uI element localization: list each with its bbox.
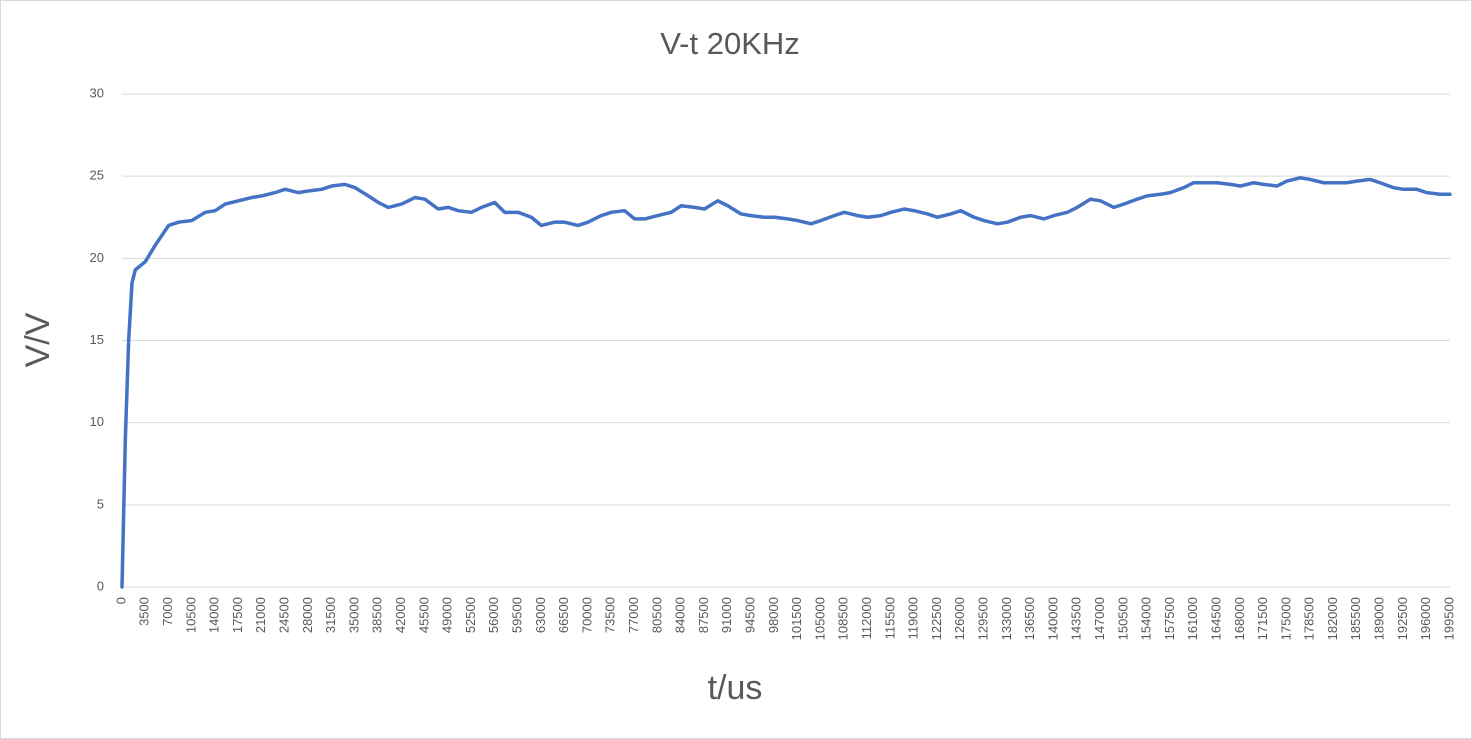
x-tick-label: 3500	[137, 597, 152, 626]
x-tick-label: 171500	[1255, 597, 1270, 640]
x-tick-label: 178500	[1302, 597, 1317, 640]
x-tick-label: 129500	[975, 597, 990, 640]
x-tick-label: 87500	[696, 597, 711, 633]
x-tick-label: 122500	[929, 597, 944, 640]
x-tick-label: 161000	[1185, 597, 1200, 640]
x-tick-label: 133000	[999, 597, 1014, 640]
x-tick-label: 35000	[346, 597, 361, 633]
x-tick-label: 59500	[510, 597, 525, 633]
data-line	[120, 176, 1452, 589]
x-tick-label: 150500	[1115, 597, 1130, 640]
x-tick-label: 56000	[486, 597, 501, 633]
y-tick-label: 30	[90, 85, 104, 100]
x-tick-label: 52500	[463, 597, 478, 633]
x-tick-label: 147000	[1092, 597, 1107, 640]
x-tick-label: 126000	[952, 597, 967, 640]
chart-title: V-t 20KHz	[660, 26, 800, 61]
x-tick-label: 112000	[859, 597, 874, 639]
y-tick-label: 5	[97, 496, 104, 511]
y-tick-label: 25	[90, 168, 104, 183]
x-tick-label: 63000	[533, 597, 548, 633]
x-tick-label: 98000	[766, 597, 781, 633]
y-tick-label: 15	[90, 332, 104, 347]
x-tick-label: 164500	[1208, 597, 1223, 640]
y-tick-label: 10	[90, 414, 104, 429]
y-tick-label: 20	[90, 250, 104, 265]
x-tick-label: 7000	[160, 597, 175, 626]
x-tick-label: 192500	[1395, 597, 1410, 640]
x-tick-label: 175000	[1278, 597, 1293, 640]
x-tick-label: 168000	[1232, 597, 1247, 640]
x-tick-label: 45500	[416, 597, 431, 633]
x-tick-label: 28000	[300, 597, 315, 633]
x-tick-label: 80500	[649, 597, 664, 633]
x-tick-label: 17500	[230, 597, 245, 633]
x-tick-label: 10500	[183, 597, 198, 633]
x-tick-label: 31500	[323, 597, 338, 633]
x-tick-label: 136500	[1022, 597, 1037, 640]
x-tick-label: 105000	[812, 597, 827, 640]
x-tick-label: 84000	[673, 597, 688, 633]
x-tick-label: 189000	[1372, 597, 1387, 640]
x-tick-label: 24500	[277, 597, 292, 633]
x-tick-label: 154000	[1139, 597, 1154, 640]
x-tick-label: 21000	[253, 597, 268, 633]
x-tick-label: 91000	[719, 597, 734, 633]
x-tick-label: 185500	[1348, 597, 1363, 640]
x-tick-label: 14000	[207, 597, 222, 633]
x-tick-label: 66500	[556, 597, 571, 633]
x-tick-label: 77000	[626, 597, 641, 633]
x-tick-label: 108500	[836, 597, 851, 640]
x-tick-label: 101500	[789, 597, 804, 640]
x-tick-label: 182000	[1325, 597, 1340, 640]
y-axis-label: V/V	[19, 312, 57, 367]
x-tick-label: 119000	[906, 597, 921, 639]
y-tick-label: 0	[97, 578, 104, 593]
x-axis-label: t/us	[708, 669, 763, 707]
x-tick-label: 140000	[1045, 597, 1060, 640]
x-tick-label: 157500	[1162, 597, 1177, 640]
x-tick-label: 199500	[1441, 597, 1456, 640]
x-tick-label: 196000	[1418, 597, 1433, 640]
x-tick-label: 0	[113, 597, 128, 604]
x-tick-label: 115500	[882, 597, 897, 639]
x-tick-label: 49000	[440, 597, 455, 633]
x-tick-label: 42000	[393, 597, 408, 633]
x-tick-label: 73500	[603, 597, 618, 633]
x-tick-label: 38500	[370, 597, 385, 633]
x-tick-label: 143500	[1069, 597, 1084, 640]
x-tick-label: 70000	[579, 597, 594, 633]
x-tick-label: 94500	[742, 597, 757, 633]
